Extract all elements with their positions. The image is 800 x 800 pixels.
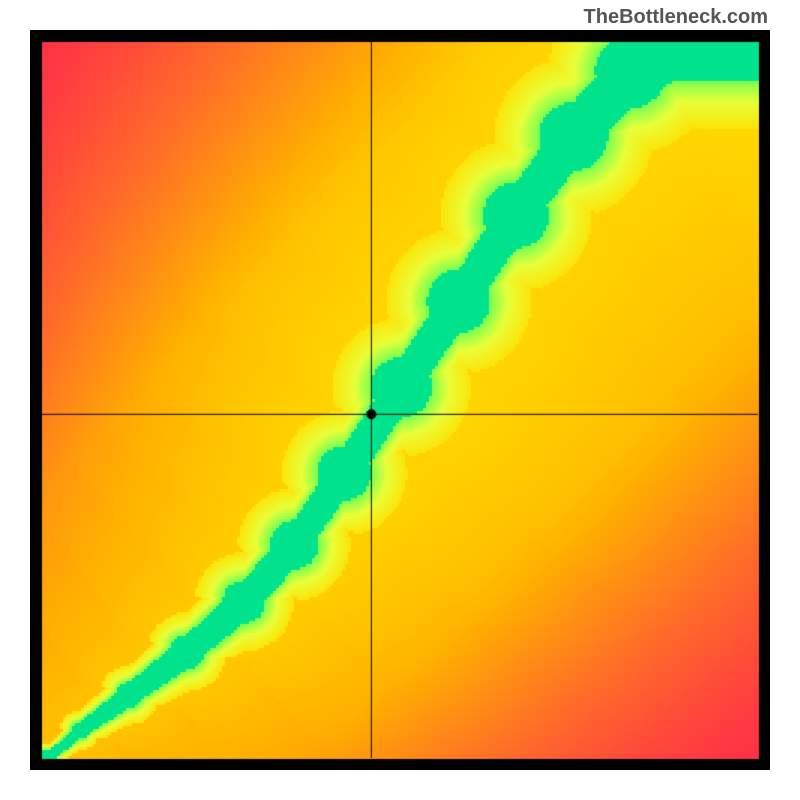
- chart-container: TheBottleneck.com: [0, 0, 800, 800]
- heatmap-canvas: [30, 30, 770, 770]
- watermark-text: TheBottleneck.com: [584, 6, 768, 29]
- plot-area: [30, 30, 770, 770]
